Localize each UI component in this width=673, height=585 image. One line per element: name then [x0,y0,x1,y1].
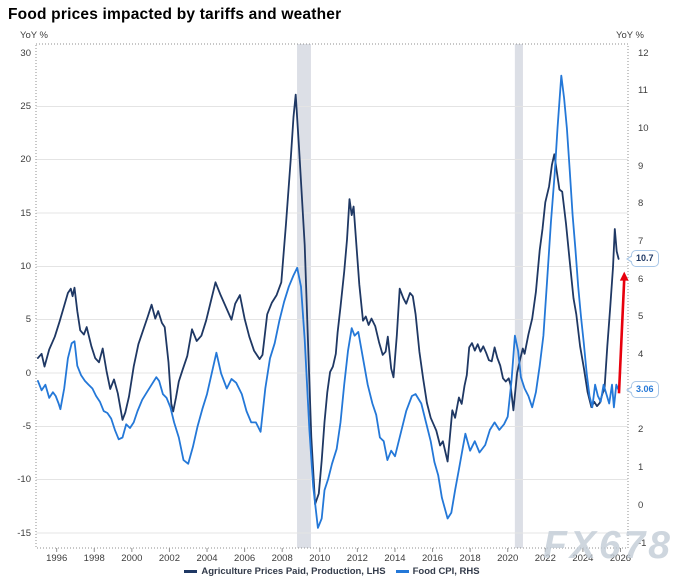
tick-label: 2018 [459,553,481,564]
tick-label: 2012 [346,553,368,564]
tick-label: 1996 [46,553,68,564]
tick-label: -15 [17,527,31,539]
tick-label: 2008 [271,553,293,564]
tick-label: 2024 [572,553,594,564]
y-left-unit-label: YoY % [20,30,48,41]
red-arrow-head-icon [619,271,629,281]
tick-label: 2020 [497,553,519,564]
legend-label-agriculture: Agriculture Prices Paid, Production, LHS [201,566,386,577]
tick-label: 2006 [234,553,256,564]
tick-label: 2004 [196,553,218,564]
plot-frame [35,43,629,549]
tick-label: 11 [638,85,648,97]
tick-label: 7 [638,235,644,247]
tick-label: -5 [22,420,31,432]
recession-band [297,44,311,548]
tick-label: 8 [638,198,644,210]
agri-last-value-callout: 10.7 [626,250,659,268]
tick-label: -1 [638,537,647,549]
recession-band [514,44,523,548]
legend: Agriculture Prices Paid, Production, LHS… [36,566,628,577]
tick-label: 10 [20,260,31,272]
tick-label: 4 [638,349,644,361]
tick-label: 1 [638,462,644,474]
tick-label: 15 [20,207,31,219]
tick-label: 10 [638,122,649,134]
red-arrow-shaft [617,278,626,394]
tick-label: 0 [25,367,31,379]
agriculture-prices-line [37,93,620,506]
legend-label-food-cpi: Food CPI, RHS [412,566,480,577]
tick-label: -10 [17,474,31,486]
legend-item-food-cpi: Food CPI, RHS [395,566,480,577]
tick-label: 6 [638,273,644,285]
tick-label: 2002 [158,553,180,564]
y-right-unit-label: YoY % [616,30,644,41]
tick-label: 30 [20,47,31,59]
tick-label: 2016 [421,553,444,564]
food-cpi-line-swatch-icon [395,570,409,573]
tick-label: 12 [638,47,649,59]
tick-label: 2014 [384,553,406,564]
tick-label: 2000 [121,553,143,564]
tick-label: 2 [638,424,644,436]
chart-title: Food prices impacted by tariffs and weat… [8,6,342,23]
food-cpi-line [37,74,620,529]
tick-label: 5 [638,311,644,323]
agriculture-line-swatch-icon [184,570,198,573]
cpi-last-value-callout: 3.06 [626,381,659,399]
legend-item-agriculture: Agriculture Prices Paid, Production, LHS [184,566,386,577]
tick-label: 25 [20,100,31,112]
tick-label: 5 [25,314,31,326]
tick-label: 2026 [609,553,632,564]
tick-label: 2010 [309,553,331,564]
tick-label: 2022 [534,553,556,564]
tick-label: 20 [20,154,31,166]
fx678-watermark: FX678 [543,524,673,567]
tick-label: 9 [638,160,644,172]
tick-label: 1998 [83,553,105,564]
tick-label: 0 [638,499,644,511]
